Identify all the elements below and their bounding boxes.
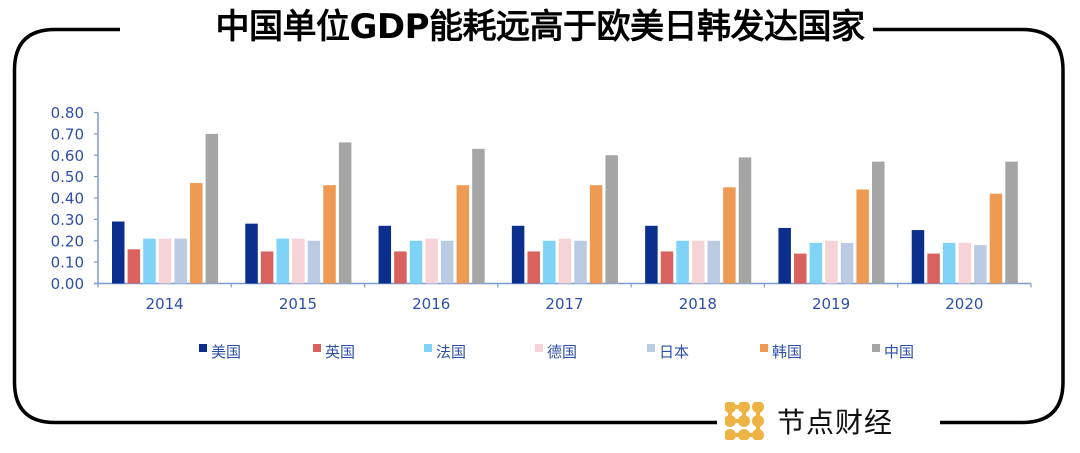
bar	[260, 251, 274, 284]
bar	[378, 225, 392, 284]
legend-label: 中国	[884, 342, 915, 361]
bar	[323, 185, 336, 284]
legend-swatch	[313, 344, 321, 352]
y-tick-label: 0.20	[51, 232, 84, 250]
bar	[127, 249, 141, 284]
y-tick-label: 0.80	[51, 104, 84, 122]
legend-item: 日本	[647, 337, 689, 365]
legend-label: 美国	[211, 342, 242, 361]
bar	[1005, 161, 1018, 284]
bar	[691, 240, 705, 284]
y-tick-label: 0.70	[51, 125, 84, 143]
bar	[558, 238, 572, 284]
legend-label: 日本	[659, 342, 690, 361]
legend-swatch	[760, 344, 768, 352]
bar	[794, 253, 807, 284]
bar	[707, 240, 721, 284]
x-tick-label: 2019	[812, 295, 850, 313]
bar	[856, 189, 869, 284]
bar	[942, 242, 956, 284]
y-axis: 0.00 0.10 0.20 0.30 0.40 0.50 0.60 0.70 0.80	[51, 104, 99, 293]
bar	[809, 242, 823, 284]
bar	[778, 227, 791, 284]
brand-logo: 节点财经	[717, 398, 904, 444]
bar	[723, 187, 736, 284]
bar	[205, 133, 219, 284]
bar	[112, 221, 125, 284]
x-axis: 2014 2015 2016 2017 2018 2019 2020	[94, 282, 1032, 313]
bar	[527, 251, 540, 284]
bar	[245, 223, 258, 284]
legend-swatch	[424, 344, 432, 352]
legend-item: 中国	[872, 337, 914, 365]
legend-swatch	[872, 344, 880, 352]
bar	[927, 253, 940, 284]
legend: 美国 英国 法国 德国 日本 韩国 中国	[0, 337, 1080, 367]
bar	[276, 238, 289, 284]
bar	[394, 251, 407, 284]
bar	[574, 240, 587, 284]
bar	[660, 251, 674, 284]
legend-label: 德国	[547, 342, 578, 361]
x-tick-label: 2017	[545, 295, 583, 313]
legend-item: 英国	[313, 337, 355, 365]
y-tick-label: 0.60	[51, 147, 84, 165]
bar	[292, 238, 305, 284]
legend-swatch	[199, 344, 207, 352]
bar	[472, 148, 485, 284]
y-tick-label: 0.30	[51, 211, 84, 229]
bar	[958, 242, 972, 284]
bar	[840, 242, 854, 284]
legend-label: 英国	[325, 342, 356, 361]
bar	[989, 193, 1003, 284]
chart-title-text: 中国单位GDP能耗远高于欧美日韩发达国家	[207, 7, 873, 47]
bars	[112, 133, 1018, 284]
bar	[543, 240, 556, 284]
bar	[440, 240, 454, 284]
bar	[456, 185, 470, 284]
chart-title: 中国单位GDP能耗远高于欧美日韩发达国家	[0, 4, 1080, 50]
bar	[158, 238, 172, 284]
bar	[825, 240, 838, 284]
legend-swatch	[647, 344, 655, 352]
bar	[425, 238, 438, 284]
bar	[645, 225, 658, 284]
frame-outline	[12, 27, 1065, 425]
bar	[338, 142, 352, 284]
bar	[974, 245, 987, 284]
bar	[409, 240, 423, 284]
legend-swatch	[535, 344, 543, 352]
bar	[174, 238, 187, 284]
bar	[589, 185, 603, 284]
x-tick-label: 2016	[412, 295, 450, 313]
bar	[872, 161, 885, 284]
bar	[511, 225, 525, 284]
y-tick-label: 0.00	[51, 275, 84, 293]
bar	[605, 155, 618, 284]
node-dots-logo-icon	[725, 402, 764, 440]
bar	[676, 240, 689, 284]
legend-label: 韩国	[772, 342, 803, 361]
brand-name: 节点财经	[777, 406, 894, 439]
y-tick-label: 0.40	[51, 190, 84, 208]
bar	[307, 240, 321, 284]
y-tick-label: 0.10	[51, 254, 84, 272]
x-tick-label: 2020	[945, 295, 983, 313]
x-tick-label: 2015	[279, 295, 317, 313]
x-tick-label: 2018	[679, 295, 717, 313]
x-tick-label: 2014	[146, 295, 184, 313]
legend-item: 法国	[424, 337, 466, 365]
legend-item: 美国	[199, 337, 241, 365]
bar	[143, 238, 156, 284]
bar	[911, 230, 925, 284]
y-tick-label: 0.50	[51, 168, 84, 186]
legend-item: 韩国	[760, 337, 802, 365]
bar	[738, 157, 752, 284]
legend-item: 德国	[535, 337, 577, 365]
bar	[190, 183, 203, 284]
legend-label: 法国	[436, 342, 467, 361]
